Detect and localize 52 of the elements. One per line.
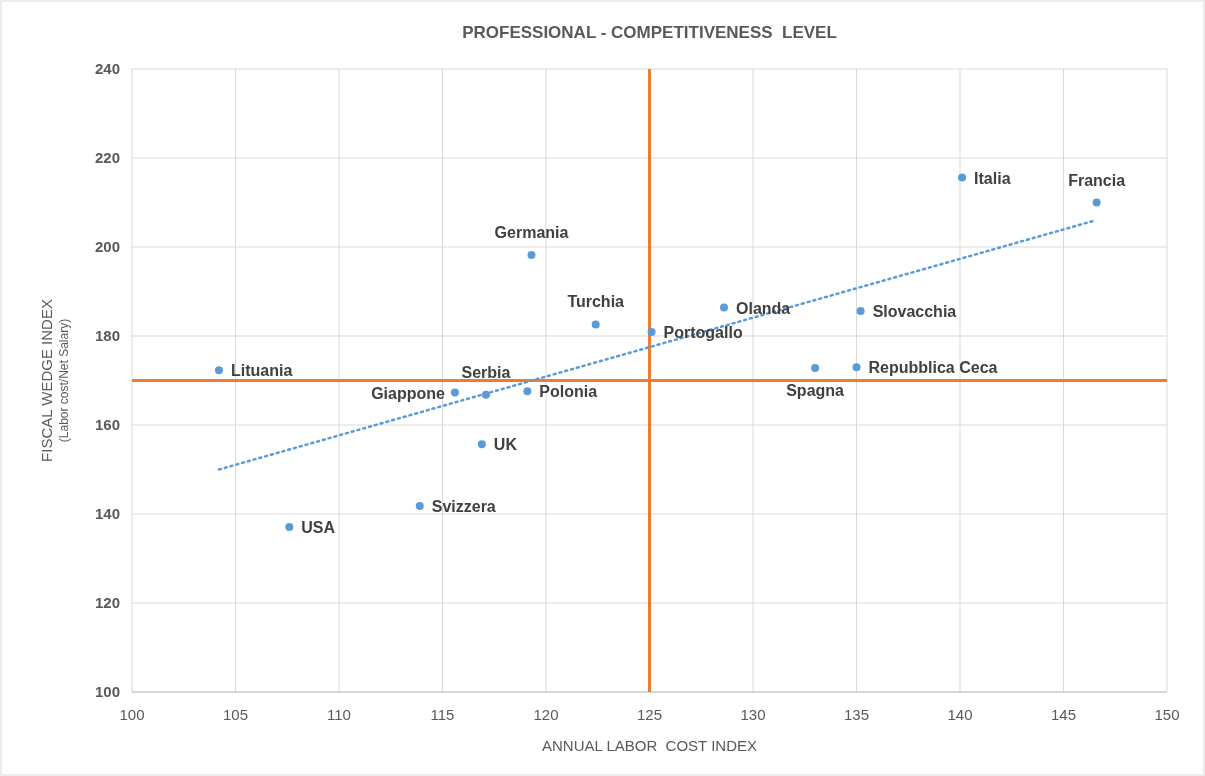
x-tick-label: 150 bbox=[1154, 706, 1180, 723]
annotation: USA bbox=[301, 518, 336, 536]
annotation: Polonia bbox=[539, 383, 598, 401]
annotation: Olanda bbox=[736, 299, 791, 317]
annotation: Italia bbox=[974, 169, 1011, 187]
point bbox=[811, 364, 820, 373]
x-tick-label: 145 bbox=[1050, 706, 1077, 723]
x-tick-label: 135 bbox=[843, 706, 870, 723]
chart-title: PROFESSIONAL - COMPETITIVENESS LEVEL bbox=[462, 23, 837, 42]
x-tick-label: 115 bbox=[430, 706, 455, 723]
annotation: Svizzera bbox=[431, 497, 496, 515]
y-tick-label: 140 bbox=[94, 505, 120, 522]
x-tick-label: 125 bbox=[636, 706, 663, 723]
annotation: Serbia bbox=[461, 363, 511, 381]
y-tick-label: 160 bbox=[94, 416, 120, 433]
annotation: Repubblica Ceca bbox=[868, 359, 998, 377]
point bbox=[523, 387, 532, 396]
x-tick-label: 120 bbox=[533, 706, 559, 723]
annotation: Spagna bbox=[786, 382, 845, 400]
point bbox=[477, 440, 486, 449]
point bbox=[214, 366, 223, 375]
point bbox=[852, 363, 861, 372]
x-tick-label: 140 bbox=[947, 706, 973, 723]
y-axis-title: FISCAL WEDGE INDEX (Labor cost/Net Salary) bbox=[38, 299, 71, 462]
annotation: Lituania bbox=[230, 362, 293, 380]
point bbox=[415, 501, 424, 510]
point bbox=[450, 388, 459, 397]
x-tick-label: 130 bbox=[740, 706, 766, 723]
annotation: Giappone bbox=[371, 384, 446, 402]
point bbox=[527, 251, 536, 260]
point bbox=[856, 307, 865, 316]
point bbox=[720, 303, 729, 312]
y-tick-label: 100 bbox=[94, 683, 120, 700]
point bbox=[647, 328, 656, 336]
y-tick-label: 120 bbox=[94, 594, 120, 611]
annotation: UK bbox=[493, 436, 518, 454]
annotation: Francia bbox=[1068, 171, 1126, 189]
y-tick-label: 200 bbox=[94, 238, 120, 255]
x-tick-label: 105 bbox=[222, 706, 249, 723]
x-tick-label: 110 bbox=[327, 706, 351, 723]
point bbox=[1092, 198, 1101, 207]
annotation: Turchia bbox=[567, 293, 625, 311]
annotation: Germania bbox=[494, 224, 569, 242]
point bbox=[591, 320, 600, 329]
annotation: Slovacchia bbox=[872, 303, 957, 321]
y-tick-label: 240 bbox=[94, 60, 120, 77]
x-axis-title: ANNUAL LABOR COST INDEX bbox=[541, 737, 758, 754]
point bbox=[285, 522, 294, 531]
y-tick-label: 220 bbox=[94, 149, 120, 166]
y-tick-label: 180 bbox=[94, 327, 120, 344]
x-tick-label: 100 bbox=[119, 706, 145, 723]
point bbox=[958, 173, 967, 182]
